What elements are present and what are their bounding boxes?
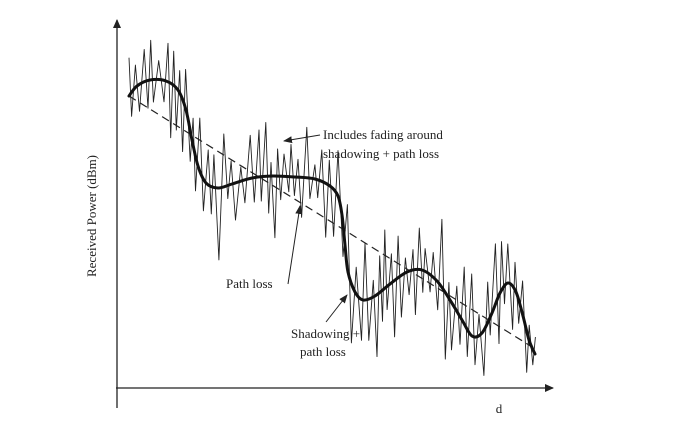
y-axis-label: Received Power (dBm) [84,155,99,277]
shadowing-curve [127,78,537,356]
shadowing-annotation-line2: path loss [300,344,346,359]
fading-annotation-line2: shadowing + path loss [323,146,439,161]
path-loss-annotation: Path loss [226,276,273,291]
fading-annotation-line1: Includes fading around [323,127,443,142]
fading-pointer [283,134,321,144]
x-axis-label: d [496,401,503,416]
path-loss-line [128,95,538,351]
shadowing-annotation-line1: Shadowing + [291,326,360,341]
path-loss-pointer [287,205,303,285]
shadowing-pointer [325,294,348,323]
